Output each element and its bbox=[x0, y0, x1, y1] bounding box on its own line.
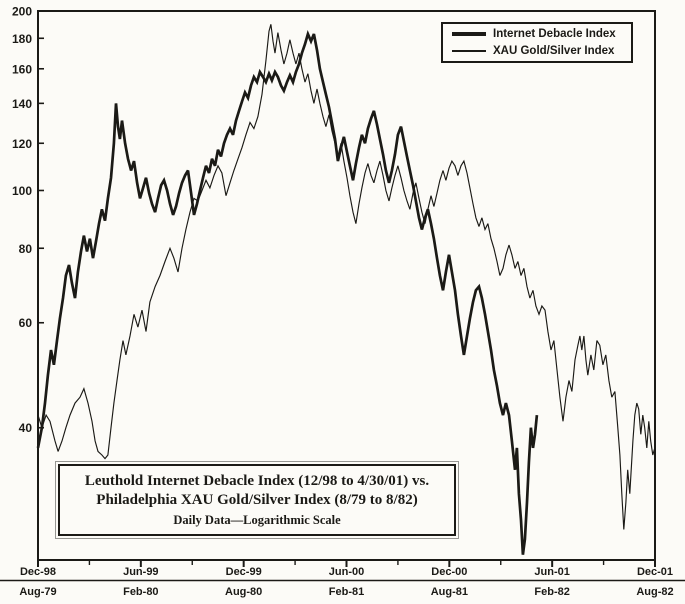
y-tick-label: 140 bbox=[12, 97, 32, 111]
x-tick-label-bottom-row: Feb-80 bbox=[123, 586, 158, 598]
legend-entry-xau: XAU Gold/Silver Index bbox=[452, 44, 631, 58]
x-tick-label-top-row: Jun-00 bbox=[329, 566, 364, 578]
legend-entry-internet: Internet Debacle Index bbox=[452, 27, 631, 41]
chart-title-line-1: Leuthold Internet Debacle Index (12/98 t… bbox=[84, 473, 430, 489]
series-line-xau-gold-silver-index bbox=[37, 24, 656, 530]
chart-title-line-2: Philadelphia XAU Gold/Silver Index (8/79… bbox=[96, 492, 418, 508]
chart-title-line-3: Daily Data—Logarithmic Scale bbox=[173, 513, 341, 527]
legend-label-xau: XAU Gold/Silver Index bbox=[493, 45, 615, 57]
x-tick-label-bottom-row: Aug-81 bbox=[431, 586, 468, 598]
thick-line-swatch-icon bbox=[452, 32, 486, 36]
x-tick-label-bottom-row: Feb-81 bbox=[329, 586, 364, 598]
x-tick-label-top-row: Dec-01 bbox=[637, 566, 673, 578]
x-tick-label-bottom-row: Aug-79 bbox=[19, 586, 56, 598]
legend-box: Internet Debacle Index XAU Gold/Silver I… bbox=[441, 22, 633, 63]
legend-label-internet: Internet Debacle Index bbox=[493, 28, 616, 40]
x-tick-label-top-row: Dec-99 bbox=[226, 566, 262, 578]
y-tick-label: 180 bbox=[12, 32, 32, 46]
x-tick-label-bottom-row: Aug-80 bbox=[225, 586, 262, 598]
y-tick-label: 60 bbox=[19, 316, 33, 330]
y-tick-label: 80 bbox=[19, 242, 33, 256]
x-tick-label-bottom-row: Aug-82 bbox=[636, 586, 673, 598]
x-tick-label-top-row: Dec-98 bbox=[20, 566, 56, 578]
y-tick-label: 100 bbox=[12, 184, 32, 198]
y-tick-label: 40 bbox=[19, 421, 33, 435]
x-tick-label-top-row: Jun-99 bbox=[123, 566, 158, 578]
y-tick-label: 160 bbox=[12, 62, 32, 76]
x-tick-label-top-row: Jun-01 bbox=[534, 566, 569, 578]
y-tick-label: 120 bbox=[12, 137, 32, 151]
series-line-internet-debacle-index bbox=[36, 29, 539, 555]
x-tick-label-top-row: Dec-00 bbox=[431, 566, 467, 578]
chart-title-box: Leuthold Internet Debacle Index (12/98 t… bbox=[55, 461, 459, 539]
thin-line-swatch-icon bbox=[452, 50, 486, 52]
x-tick-label-bottom-row: Feb-82 bbox=[534, 586, 569, 598]
y-tick-label: 200 bbox=[12, 5, 32, 19]
